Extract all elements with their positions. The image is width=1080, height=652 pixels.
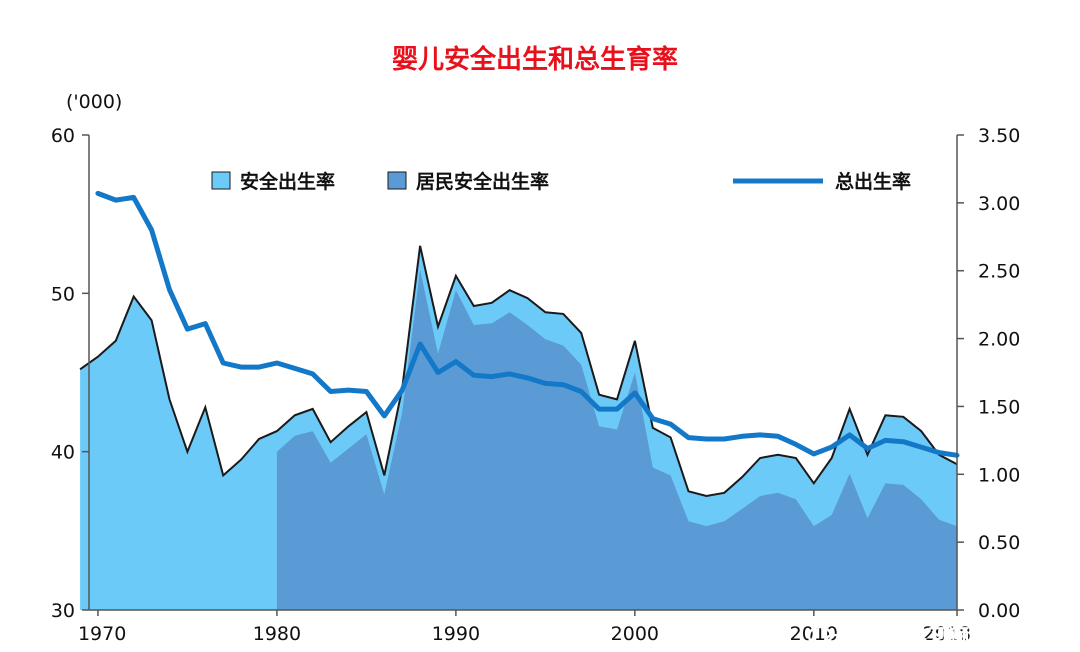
x-tick-label: 1990: [432, 623, 480, 645]
left-tick-label: 60: [51, 125, 75, 147]
legend-resident-birth: 居民安全出生率: [387, 170, 549, 193]
x-tick-label: 1970: [78, 623, 126, 645]
x-tick-label: 2018: [923, 623, 971, 645]
right-tick-label: 3.50: [978, 125, 1020, 147]
right-tick-label: 0.00: [978, 600, 1020, 622]
x-tick-label: 1980: [253, 623, 301, 645]
left-tick-label: 50: [51, 283, 75, 305]
line-layer: [95, 190, 960, 458]
wechat-icon: [807, 625, 845, 651]
x-tick-label: 2000: [611, 623, 659, 645]
legend: 安全出生率 居民安全出生率 总出生率: [211, 170, 911, 193]
right-tick-label: 3.00: [978, 193, 1020, 215]
legend-label: 居民安全出生率: [416, 170, 549, 193]
total-birth-rate-line: [95, 190, 960, 458]
legend-swatch: [211, 171, 231, 190]
legend-label: 总出生率: [835, 170, 911, 193]
legend-swatch: [387, 171, 407, 190]
left-tick-label: 30: [51, 600, 75, 622]
axes: 30 40 50 60 0.00 0.50 1.00 1.50 2.00 2.50 3.00 3.50…: [51, 125, 1021, 645]
right-tick-label: 0.50: [978, 532, 1020, 554]
legend-total-birth: 总出生率: [733, 170, 911, 193]
area-layer: [79, 245, 958, 611]
chart-title: 婴儿安全出生和总生育率: [392, 44, 678, 75]
right-tick-label: 1.50: [978, 396, 1020, 418]
legend-label: 安全出生率: [240, 170, 335, 193]
right-tick-label: 2.50: [978, 261, 1020, 283]
safe-birth-outline: [79, 245, 958, 498]
left-axis-unit: ('000): [66, 91, 122, 113]
resident-birth-area: [276, 269, 957, 610]
right-tick-label: 2.00: [978, 329, 1020, 351]
legend-safe-birth: 安全出生率: [211, 170, 335, 193]
left-tick-label: 40: [51, 442, 75, 464]
watermark: A计划学习狮城篇: [807, 625, 1011, 651]
watermark-text: A计划学习狮城篇: [848, 625, 1011, 649]
right-tick-label: 1.00: [978, 464, 1020, 486]
